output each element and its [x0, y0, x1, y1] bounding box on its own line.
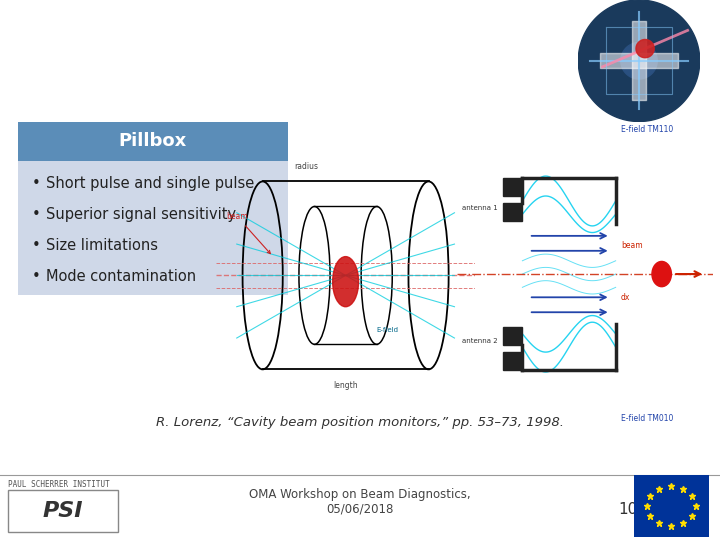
Text: Comparison of Diagnostics: Comparison of Diagnostics: [191, 36, 562, 64]
Text: Superior signal sensitivity: Superior signal sensitivity: [46, 207, 236, 222]
Text: R. Lorenz, “Cavity beam position monitors,” pp. 53–73, 1998.: R. Lorenz, “Cavity beam position monitor…: [156, 416, 564, 429]
Bar: [16, 522, 110, 530]
Text: antenna 2: antenna 2: [462, 338, 498, 344]
Text: 10: 10: [618, 503, 638, 517]
Text: •: •: [32, 238, 41, 253]
Bar: [8, 490, 118, 532]
Text: radius: radius: [294, 162, 319, 171]
Text: length: length: [333, 381, 358, 390]
Text: E-field TM010: E-field TM010: [621, 414, 673, 423]
Text: •: •: [32, 269, 41, 284]
Bar: [503, 327, 523, 346]
Text: beam: beam: [226, 212, 270, 254]
Text: OMA Workshop on Beam Diagnostics,
05/06/2018: OMA Workshop on Beam Diagnostics, 05/06/…: [249, 488, 471, 516]
Text: dx: dx: [621, 293, 630, 302]
Text: •: •: [32, 207, 41, 222]
Polygon shape: [578, 0, 700, 122]
Text: PAUL SCHERRER INSTITUT: PAUL SCHERRER INSTITUT: [8, 480, 109, 489]
Text: Pillbox: Pillbox: [119, 132, 187, 150]
Text: antenna 1: antenna 1: [462, 205, 498, 211]
Polygon shape: [636, 39, 654, 58]
Bar: [18, 122, 288, 161]
Text: OMA: OMA: [133, 32, 173, 48]
Text: E-field: E-field: [376, 327, 398, 333]
Text: Size limitations: Size limitations: [46, 238, 158, 253]
Text: •: •: [32, 176, 41, 191]
Text: PSI: PSI: [42, 501, 84, 521]
Text: Short pulse and single pulse: Short pulse and single pulse: [46, 176, 254, 191]
Bar: [503, 202, 523, 221]
Text: E-field TM110: E-field TM110: [621, 125, 673, 134]
Circle shape: [652, 261, 671, 287]
Bar: [18, 161, 288, 295]
Text: beam: beam: [621, 241, 642, 251]
Bar: [503, 352, 523, 370]
Ellipse shape: [333, 256, 359, 307]
Text: Mode contamination: Mode contamination: [46, 269, 196, 284]
Bar: [503, 178, 523, 196]
Polygon shape: [621, 43, 657, 79]
